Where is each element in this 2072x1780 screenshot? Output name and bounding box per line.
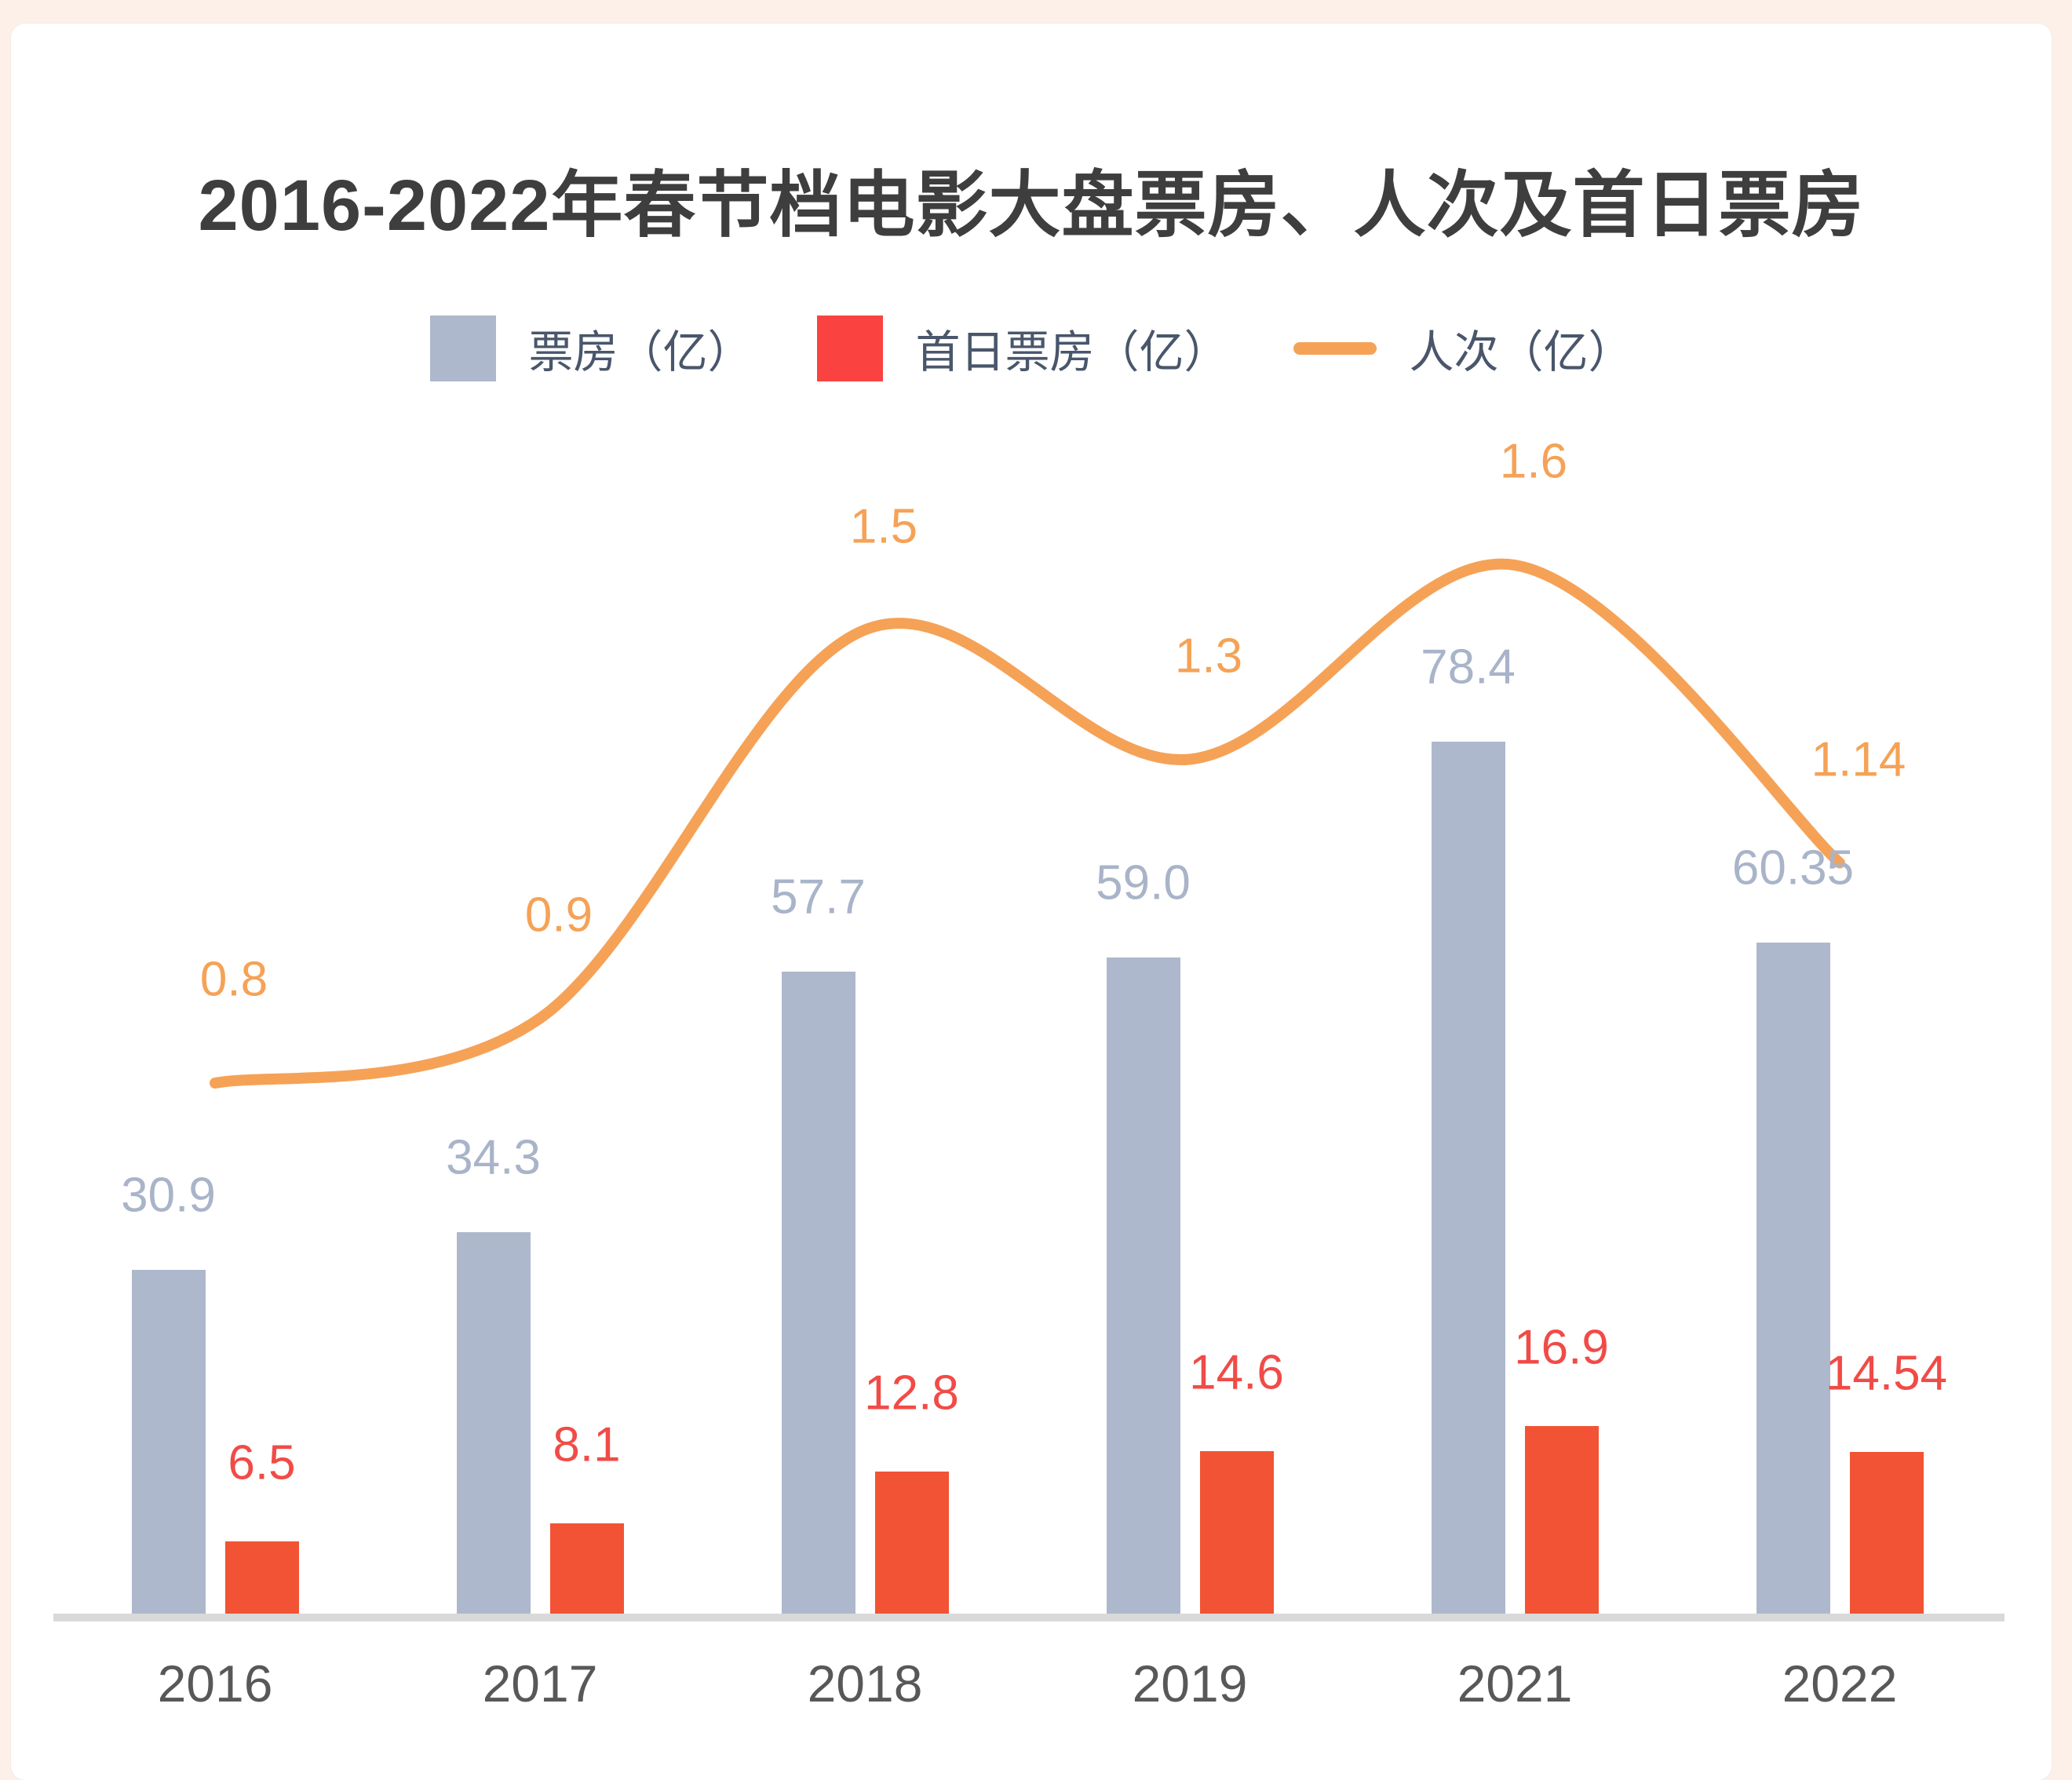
value-label-shouripiaofang-2016: 6.5 xyxy=(228,1435,296,1490)
value-label-renci-2016: 0.8 xyxy=(199,952,268,1007)
chart-title: 2016-2022年春节档电影大盘票房、人次及首日票房 xyxy=(198,166,1865,246)
value-label-shouripiaofang-2022: 14.54 xyxy=(1825,1346,1948,1401)
bar-shouripiaofang-2019 xyxy=(1199,1451,1274,1614)
legend-item-firstday: 首日票房（亿） xyxy=(816,316,1229,381)
legend: 票房（亿） 首日票房（亿） 人次（亿） xyxy=(11,312,2052,385)
admissions-line-path xyxy=(210,558,1845,1089)
legend-label-boxoffice: 票房（亿） xyxy=(528,327,753,378)
bar-piaofang-2019 xyxy=(1106,957,1180,1614)
bar-piaofang-2016 xyxy=(131,1270,206,1614)
value-label-piaofang-2022: 60.35 xyxy=(1731,841,1855,895)
firstday-swatch-icon xyxy=(816,316,883,381)
value-label-shouripiaofang-2017: 8.1 xyxy=(553,1417,621,1472)
bar-piaofang-2021 xyxy=(1431,742,1505,1614)
value-label-renci-2019: 1.3 xyxy=(1174,629,1243,683)
bar-shouripiaofang-2022 xyxy=(1849,1451,1924,1614)
legend-label-admissions: 人次（亿） xyxy=(1409,327,1633,378)
value-label-shouripiaofang-2018: 12.8 xyxy=(864,1366,959,1421)
bar-shouripiaofang-2018 xyxy=(874,1471,949,1614)
value-label-renci-2022: 1.14 xyxy=(1811,732,1906,786)
x-axis-line xyxy=(53,1614,2005,1621)
x-label-2019: 2019 xyxy=(1132,1654,1248,1713)
legend-label-firstday: 首日票房（亿） xyxy=(915,327,1229,378)
legend-item-boxoffice: 票房（亿） xyxy=(429,316,753,381)
bar-piaofang-2022 xyxy=(1756,942,1830,1614)
x-label-2022: 2022 xyxy=(1782,1654,1898,1713)
x-label-2017: 2017 xyxy=(482,1654,598,1713)
value-label-piaofang-2018: 57.7 xyxy=(771,870,866,925)
bar-shouripiaofang-2017 xyxy=(549,1523,624,1614)
value-label-piaofang-2021: 78.4 xyxy=(1421,640,1516,695)
value-label-shouripiaofang-2019: 14.6 xyxy=(1189,1345,1284,1400)
legend-item-admissions: 人次（亿） xyxy=(1293,316,1633,381)
value-label-renci-2018: 1.5 xyxy=(849,499,918,553)
value-label-renci-2017: 0.9 xyxy=(524,888,593,942)
x-label-2018: 2018 xyxy=(807,1654,923,1713)
x-label-2021: 2021 xyxy=(1457,1654,1573,1713)
value-label-renci-2021: 1.6 xyxy=(1499,434,1568,489)
value-label-shouripiaofang-2021: 16.9 xyxy=(1514,1320,1609,1375)
bar-shouripiaofang-2016 xyxy=(224,1541,299,1614)
admissions-line-swatch-icon xyxy=(1293,342,1377,355)
bar-piaofang-2018 xyxy=(781,972,855,1614)
bar-shouripiaofang-2021 xyxy=(1524,1425,1599,1614)
bar-piaofang-2017 xyxy=(456,1231,531,1614)
boxoffice-swatch-icon xyxy=(429,316,496,381)
value-label-piaofang-2017: 34.3 xyxy=(446,1130,541,1185)
value-label-piaofang-2019: 59.0 xyxy=(1096,855,1191,910)
x-label-2016: 2016 xyxy=(157,1654,273,1713)
value-label-piaofang-2016: 30.9 xyxy=(121,1168,216,1223)
